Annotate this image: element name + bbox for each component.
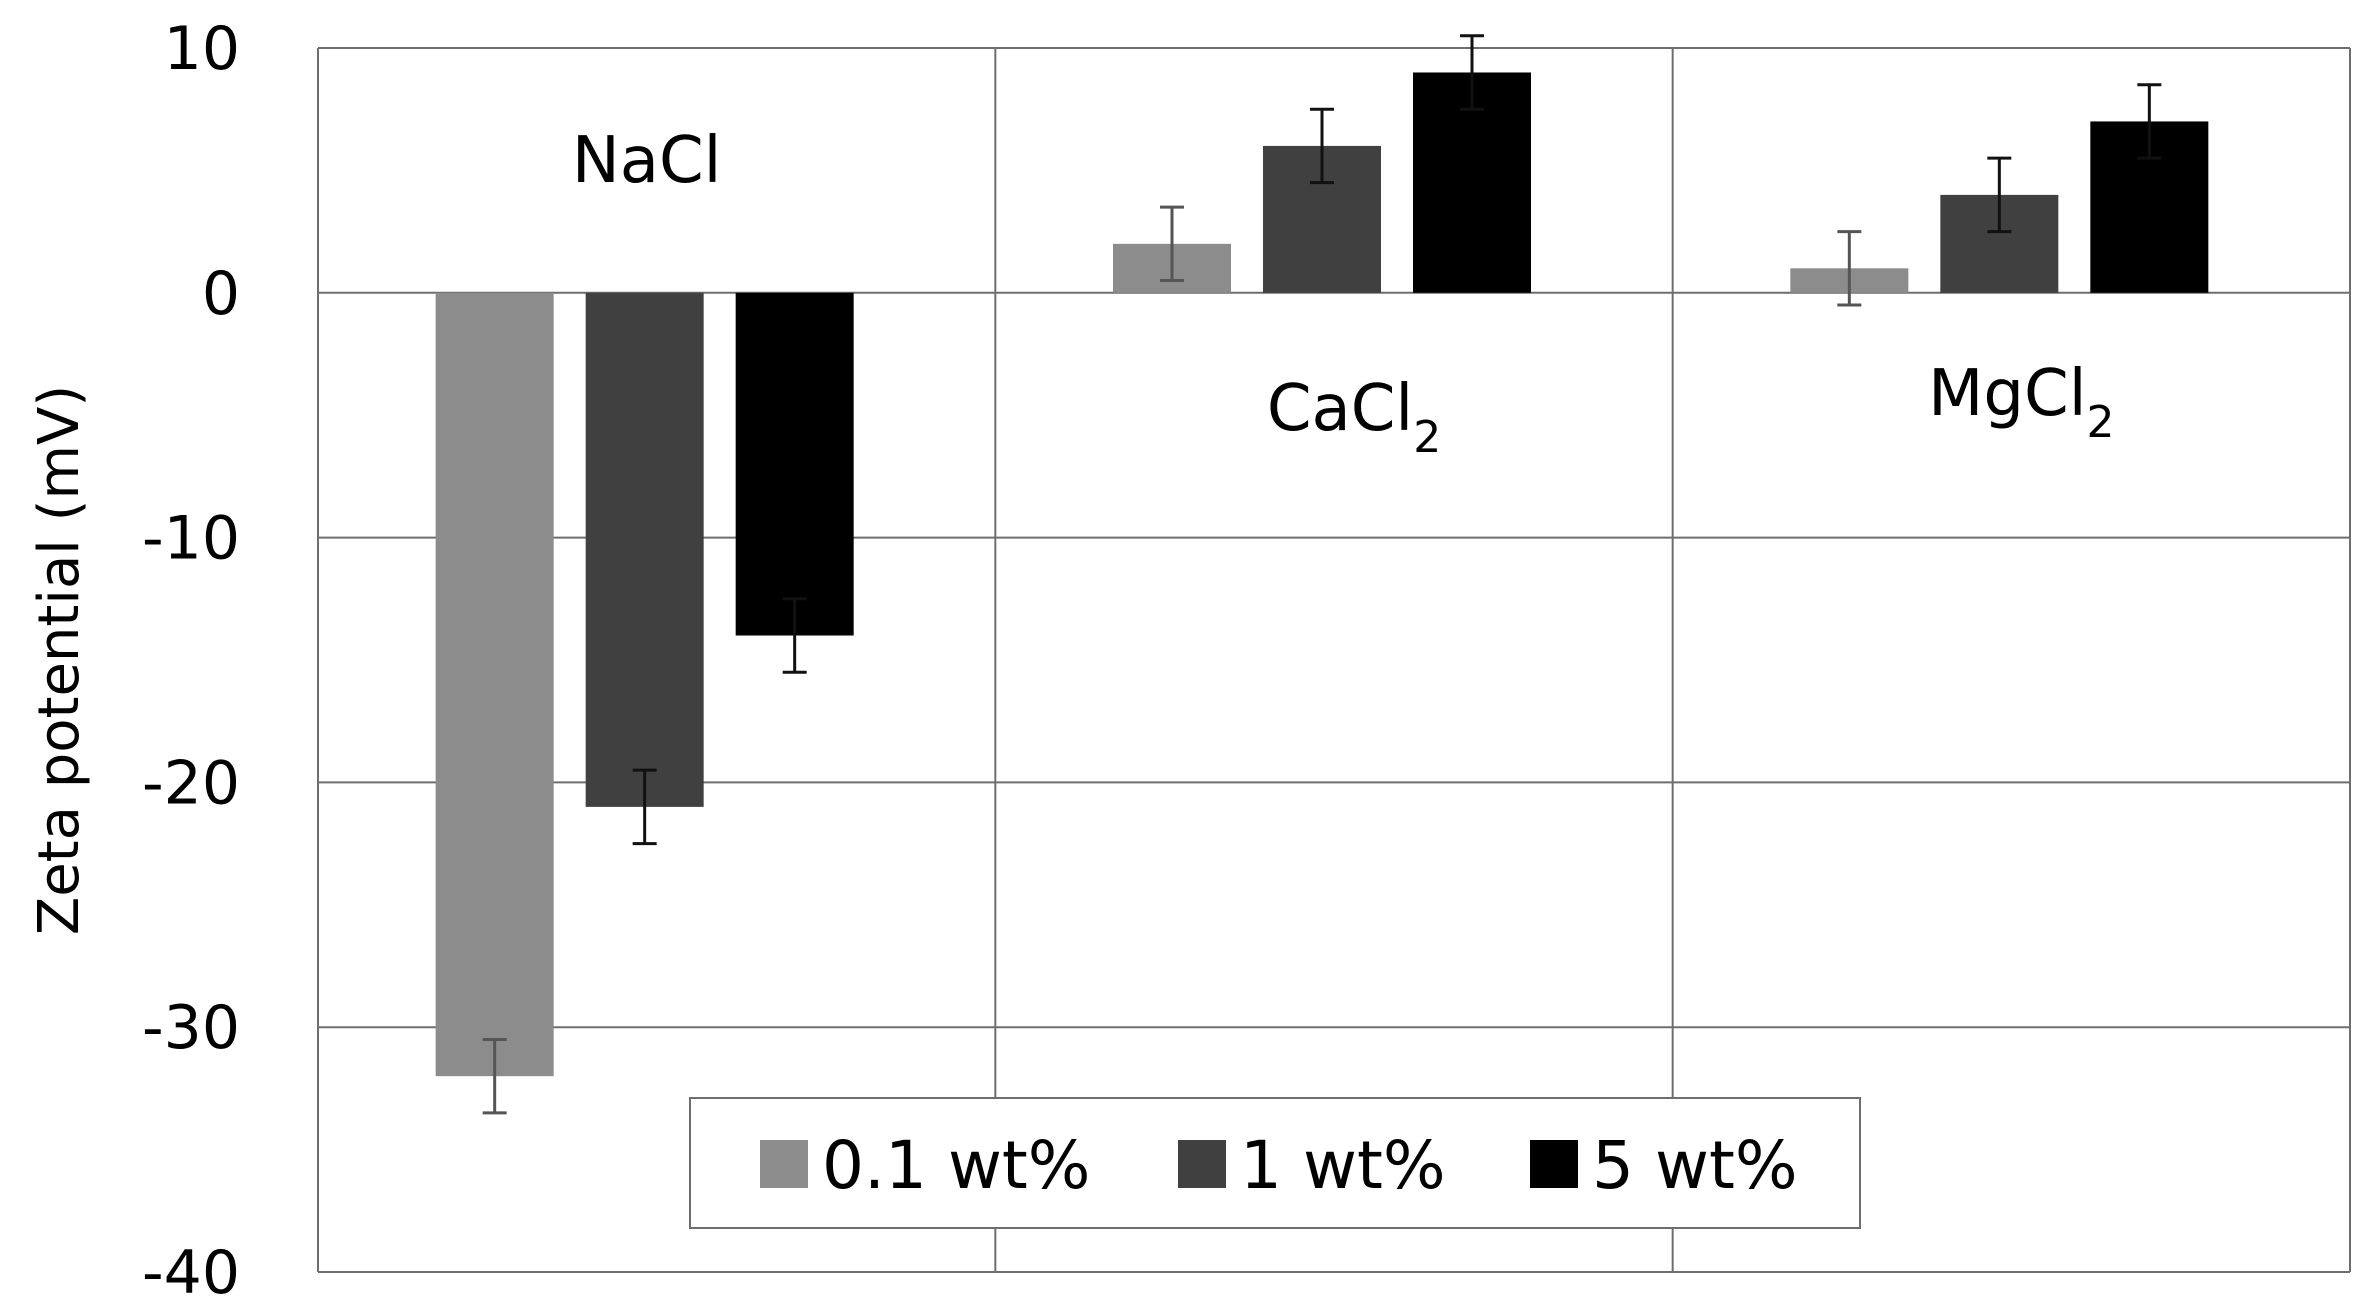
y-tick-label: -30: [142, 993, 240, 1063]
bars: [435, 72, 2209, 1077]
legend-label-0: 0.1 wt%: [822, 1127, 1091, 1204]
error-bar-cacl-2: [1460, 34, 1484, 111]
legend-swatch-2: [1530, 1140, 1578, 1188]
category-label-mgcl: MgCl2: [1928, 357, 2114, 448]
y-tick-label: -20: [142, 748, 240, 818]
legend-label-2: 5 wt%: [1592, 1127, 1798, 1204]
legend-swatch-0: [760, 1140, 808, 1188]
y-tick-label: 10: [164, 14, 240, 84]
error-bar-mgcl-0: [1837, 230, 1862, 307]
category-label-cacl: CaCl2: [1267, 372, 1441, 463]
bar-nacl-0: [435, 292, 554, 1077]
error-bar-nacl-2: [782, 597, 807, 674]
y-tick-label: 0: [202, 259, 240, 329]
error-bar-mgcl-1: [1987, 156, 2012, 234]
error-bar-nacl-0: [482, 1037, 507, 1115]
bar-nacl-2: [735, 292, 854, 636]
error-bar-cacl-1: [1310, 107, 1334, 185]
legend-box: [689, 1097, 1861, 1229]
error-bars: [482, 34, 2162, 1115]
y-axis-title: Zeta potential (mV): [27, 385, 92, 935]
legend-swatch-1: [1178, 1140, 1226, 1188]
category-label-nacl: NaCl: [572, 124, 722, 198]
error-bar-cacl-0: [1160, 205, 1184, 283]
y-tick-label: -40: [142, 1238, 240, 1308]
error-bar-nacl-1: [632, 768, 657, 846]
bar-nacl-1: [585, 292, 704, 807]
y-tick-label: -10: [142, 504, 240, 574]
y-axis-ticks: 10 0 -10 -20 -30 -40: [142, 14, 240, 1308]
category-labels: NaCl CaCl2 MgCl2: [572, 124, 2115, 463]
error-bar-mgcl-2: [2137, 83, 2162, 160]
legend: 0.1 wt% 1 wt% 5 wt%: [689, 1097, 1861, 1229]
legend-label-1: 1 wt%: [1240, 1127, 1446, 1204]
